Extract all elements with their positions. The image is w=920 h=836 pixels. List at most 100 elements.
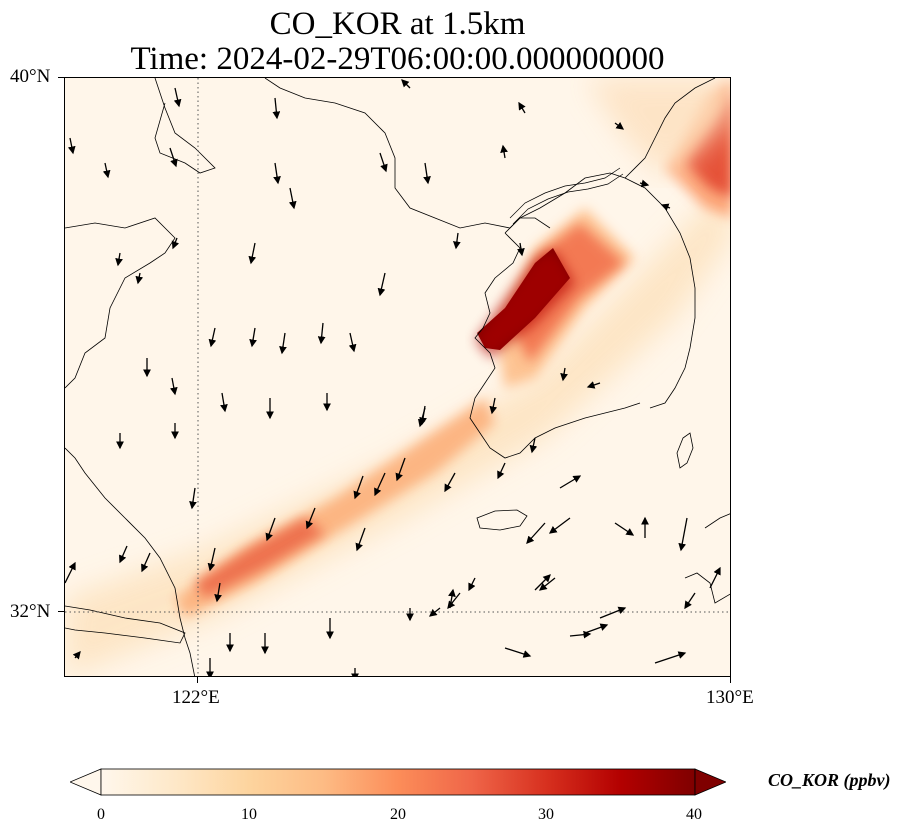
coastline-kyushu <box>704 513 730 529</box>
wind-arrow <box>417 407 426 428</box>
wind-arrow <box>374 472 386 497</box>
wind-arrow <box>119 545 128 564</box>
tick-lat-40 <box>58 77 64 78</box>
wind-arrow <box>678 517 688 552</box>
wind-arrow <box>660 203 671 211</box>
wind-arrow <box>497 462 506 480</box>
wind-arrow <box>141 552 151 573</box>
wind-arrow <box>305 507 316 530</box>
wind-arrow <box>279 332 287 355</box>
island-jeju <box>476 509 528 531</box>
wind-arrow <box>65 561 76 584</box>
colorbar-body <box>100 768 696 796</box>
wind-arrow <box>115 252 123 267</box>
wind-arrow <box>171 237 180 250</box>
wind-arrow <box>379 152 388 173</box>
wind-arrow <box>67 137 76 155</box>
wind-arrow <box>220 392 228 413</box>
wind-arrow <box>709 566 721 589</box>
wind-arrow <box>538 577 556 591</box>
wind-arrow <box>102 162 111 179</box>
border-lines <box>509 167 624 225</box>
wind-arrow <box>173 87 182 108</box>
tick-lon-122 <box>197 677 198 683</box>
wind-arrow <box>169 147 178 168</box>
coastline-liaodong <box>264 78 551 229</box>
wind-arrow <box>517 242 525 257</box>
coastline-northeast <box>624 78 716 179</box>
wind-arrow <box>423 162 431 185</box>
colorbar-tick-30: 30 <box>538 806 554 823</box>
border-china-korea <box>509 167 621 219</box>
wind-arrow <box>348 332 357 353</box>
wind-arrow <box>489 397 498 415</box>
colorbar-tick-40: 40 <box>686 806 702 823</box>
coastline-bohai-north <box>154 78 216 174</box>
wind-arrow <box>207 547 216 572</box>
colorbar-tick-0: 0 <box>97 806 105 823</box>
wind-arrow <box>273 162 281 185</box>
wind-arrow <box>684 592 696 610</box>
wind-arrow <box>214 582 222 603</box>
wind-arrow <box>428 607 441 617</box>
plume-east-fringe <box>585 78 730 178</box>
gridlines <box>65 78 730 676</box>
wind-arrow <box>265 517 276 542</box>
wind-arrow <box>534 574 551 591</box>
wind-arrow <box>614 121 625 130</box>
coastline-kyushu-west <box>684 572 730 604</box>
wind-arrow <box>353 475 364 500</box>
wind-arrow <box>654 651 687 664</box>
wind-arrow <box>395 457 406 482</box>
wind-arrow <box>518 101 526 114</box>
wind-arrow <box>317 322 326 345</box>
wind-arrow <box>560 367 568 382</box>
wind-arrow <box>135 272 144 285</box>
map-panel <box>64 77 731 677</box>
border-china-korea-2 <box>512 173 624 225</box>
island-tsushima <box>676 432 694 469</box>
wind-arrow <box>189 487 197 510</box>
wind-arrow <box>248 242 257 265</box>
wind-arrow <box>599 606 627 619</box>
wind-arrow <box>272 97 281 120</box>
wind-arrow <box>639 179 650 188</box>
lon-label-122e: 122°E <box>172 687 220 708</box>
tick-lat-32 <box>58 611 64 612</box>
wind-arrow <box>401 79 411 89</box>
wind-arrow <box>169 377 178 396</box>
wind-arrows <box>65 79 721 676</box>
wind-arrow <box>447 592 461 610</box>
wind-arrow <box>468 577 476 592</box>
wind-arrow <box>208 327 217 348</box>
wind-arrow <box>586 381 601 389</box>
coastline-shandong <box>65 217 176 389</box>
wind-arrow <box>72 651 81 660</box>
wind-arrow <box>584 623 609 634</box>
wind-arrow <box>288 187 297 210</box>
wind-arrow <box>529 437 538 454</box>
wind-arrow <box>548 517 571 534</box>
map-subtitle-time: Time: 2024-02-29T06:00:00.000000000 <box>130 41 665 77</box>
colorbar-label: CO_KOR (ppbv) <box>768 770 891 790</box>
colorbar <box>70 768 726 796</box>
wind-arrow <box>377 272 386 297</box>
tick-lon-130 <box>730 677 731 683</box>
wind-arrow <box>526 522 546 544</box>
map-title: CO_KOR at 1.5km <box>269 6 526 42</box>
lat-label-32n: 32°N <box>10 601 51 622</box>
wind-arrow <box>569 630 592 639</box>
coastline-korea-west <box>469 232 641 459</box>
wind-arrow <box>355 527 366 552</box>
coastline-china-east <box>65 447 196 676</box>
map-canvas <box>65 78 730 676</box>
wind-arrow <box>444 472 456 493</box>
coastline-yangtze <box>65 605 186 644</box>
co-concentration-field <box>65 78 730 676</box>
wind-arrow <box>500 144 508 159</box>
wind-arrow <box>452 232 461 250</box>
colorbar-tick-10: 10 <box>241 806 257 823</box>
plume-southwest-core <box>195 518 325 598</box>
lat-label-40n: 40°N <box>10 66 51 87</box>
lon-label-130e: 130°E <box>706 687 754 708</box>
